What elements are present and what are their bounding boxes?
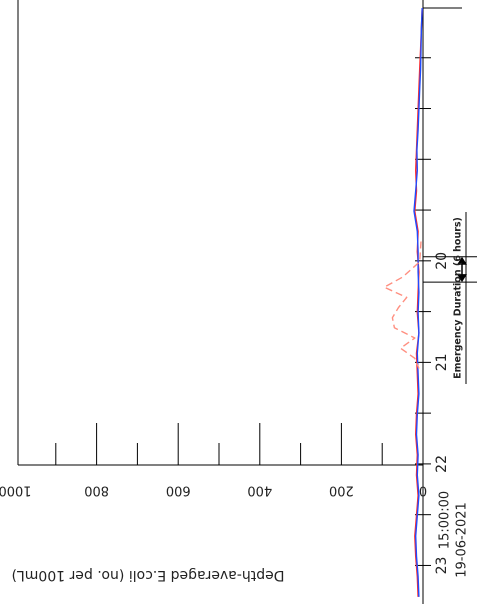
- x-tick-label: 21: [434, 353, 450, 371]
- x-start-date-label: 19-06-2021: [455, 502, 470, 578]
- x-tick-label: 22: [434, 455, 450, 473]
- x-start-time-label: 15:00:00: [438, 491, 453, 549]
- y-tick-label: 600: [166, 483, 191, 498]
- emergency-arrowhead-bottom: [457, 274, 467, 283]
- y-tick-label: 400: [247, 483, 272, 498]
- series-line-3: [383, 241, 422, 369]
- y-tick-label: 0: [419, 483, 427, 498]
- series-line-2: [413, 7, 423, 597]
- x-tick-label: 23: [434, 557, 450, 575]
- x-tick-label: 20: [434, 252, 450, 270]
- series-line-1: [414, 7, 423, 597]
- y-tick-label: 1000: [0, 483, 32, 498]
- emergency-label: Emergency Duration (6 hours): [453, 217, 464, 379]
- y-tick-label: 800: [84, 483, 109, 498]
- y-tick-label: 200: [329, 483, 354, 498]
- y-axis-label: Depth-averaged E.coli (no. per 100mL): [11, 567, 284, 583]
- emergency-arrowhead-top: [457, 256, 467, 265]
